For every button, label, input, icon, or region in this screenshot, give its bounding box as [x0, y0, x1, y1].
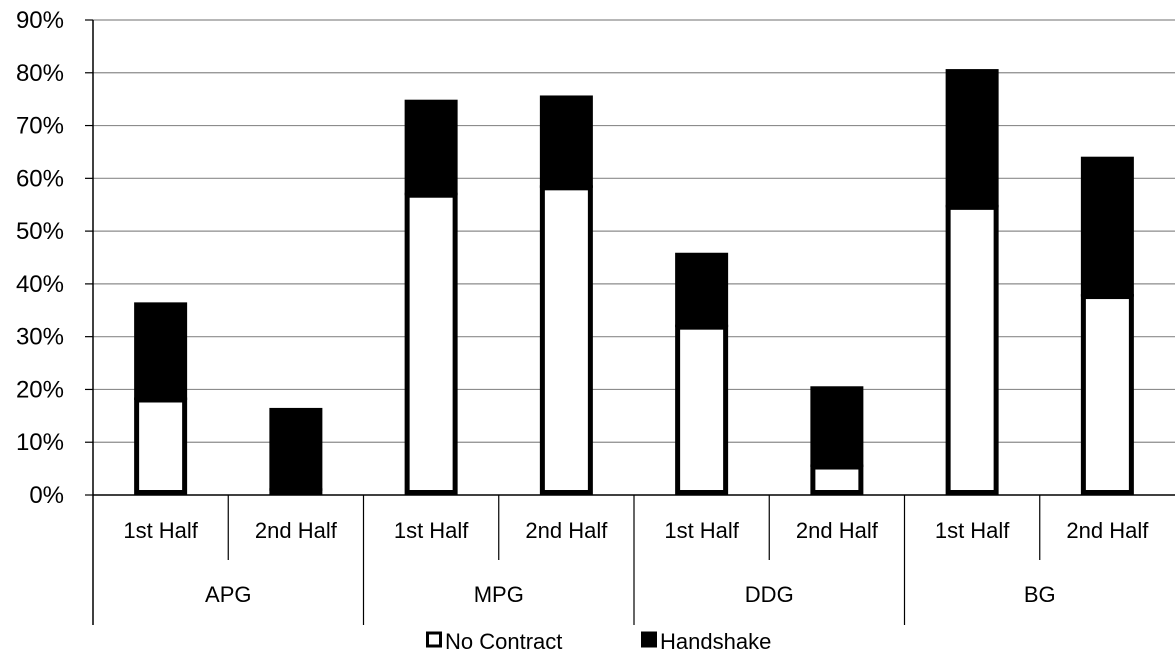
y-tick-label: 20%: [16, 376, 64, 403]
y-tick-label: 30%: [16, 324, 64, 351]
x-group-label: APG: [205, 582, 251, 607]
x-category-label: 2nd Half: [525, 518, 608, 543]
x-category-label: 1st Half: [123, 518, 198, 543]
legend-item: No Contract: [426, 629, 562, 654]
legend-item: Handshake: [641, 629, 771, 654]
bar-segment-handshake: [945, 69, 999, 208]
x-category-label: 2nd Half: [796, 518, 879, 543]
bar-segment-handshake: [1080, 156, 1134, 297]
x-category-label: 1st Half: [664, 518, 739, 543]
bar-segment-handshake: [810, 386, 864, 468]
bar-segment-no-contract: [810, 464, 864, 495]
bar-segment-handshake: [134, 302, 188, 400]
bar-segment-no-contract: [539, 185, 593, 495]
y-tick-label: 60%: [16, 165, 64, 192]
bar-segment-no-contract: [1080, 294, 1134, 495]
x-group-label: BG: [1024, 582, 1056, 607]
x-category-label: 2nd Half: [255, 518, 338, 543]
bar-segment-handshake: [539, 95, 593, 188]
bar-segment-no-contract: [945, 204, 999, 495]
x-category-label: 2nd Half: [1066, 518, 1149, 543]
legend-label: No Contract: [445, 629, 562, 654]
y-tick-label: 70%: [16, 113, 64, 140]
legend: No Contract Handshake: [426, 629, 771, 654]
bars: [134, 69, 1134, 495]
bar-segment-handshake: [675, 252, 729, 328]
x-group-label: MPG: [474, 582, 524, 607]
x-category-labels: 1st Half 2nd Half APG 1st Half 2nd Half MPG 1s…: [123, 518, 1149, 607]
legend-swatch: [426, 631, 442, 648]
y-tick-label: 0%: [29, 482, 64, 509]
y-tick-label: 80%: [16, 60, 64, 87]
x-category-label: 1st Half: [935, 518, 1010, 543]
x-group-label: DDG: [745, 582, 794, 607]
x-category-label: 1st Half: [394, 518, 469, 543]
gridlines: [93, 19, 1175, 443]
legend-label: Handshake: [660, 629, 771, 654]
y-tick-label: 50%: [16, 218, 64, 245]
bar-segment-no-contract: [675, 324, 729, 495]
legend-swatch: [641, 631, 657, 648]
y-tick-label: 10%: [16, 429, 64, 456]
bar-segment-no-contract: [269, 488, 323, 495]
bar-segment-no-contract: [134, 397, 188, 495]
y-tick-label: 90%: [16, 7, 64, 34]
y-tick-labels: 0% 10% 20% 30% 40% 50% 60% 70% 80% 90%: [16, 7, 64, 509]
bar-segment-handshake: [269, 407, 323, 491]
axes: [85, 19, 1175, 625]
bar-segment-no-contract: [404, 192, 458, 495]
bar-segment-handshake: [404, 99, 458, 196]
y-tick-label: 40%: [16, 271, 64, 298]
